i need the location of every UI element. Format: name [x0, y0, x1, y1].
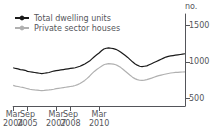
svg-text:2004: 2004 [3, 119, 24, 128]
svg-text:1500: 1500 [189, 21, 209, 30]
svg-text:2010: 2010 [89, 119, 109, 128]
svg-text:2005: 2005 [17, 119, 37, 128]
svg-text:2008: 2008 [60, 119, 80, 128]
svg-text:Mar: Mar [48, 110, 64, 119]
svg-text:1000: 1000 [189, 57, 209, 66]
svg-text:Mar: Mar [92, 110, 108, 119]
svg-text:Total dwelling units: Total dwelling units [33, 14, 111, 23]
svg-text:Sep: Sep [63, 110, 78, 119]
svg-text:Mar: Mar [5, 110, 21, 119]
svg-text:2007: 2007 [46, 119, 67, 128]
svg-text:Sep: Sep [20, 110, 35, 119]
svg-text:Private sector houses: Private sector houses [34, 24, 120, 33]
svg-text:no.: no. [185, 2, 197, 11]
svg-text:500: 500 [189, 94, 204, 103]
